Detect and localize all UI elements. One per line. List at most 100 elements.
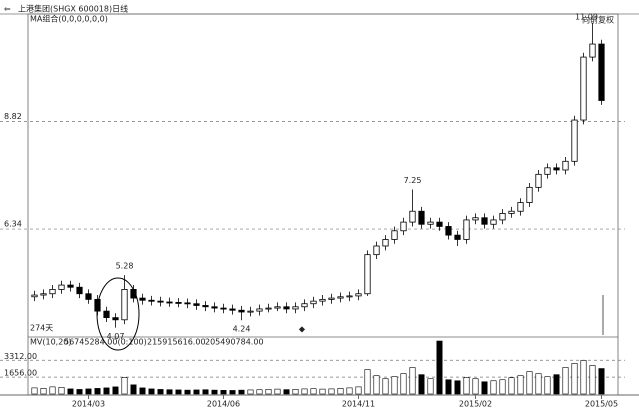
x-tick-label: 2015/05 [585, 400, 618, 409]
days-label: 274天 [30, 324, 53, 333]
candle-body [580, 56, 587, 121]
volume-bar [166, 389, 173, 395]
candle-body [310, 300, 317, 305]
candle-body [211, 306, 218, 309]
candle-body [472, 217, 479, 221]
x-tick-label: 2015/02 [459, 400, 492, 409]
candle-body [238, 309, 245, 313]
volume-bar [220, 390, 227, 395]
volume-title: MV(10,20) [30, 338, 72, 347]
volume-bar [283, 389, 290, 395]
price-annotation: 7.25 [404, 176, 422, 185]
candle-body [229, 308, 236, 311]
candle-body [193, 303, 200, 306]
volume-bar [319, 388, 326, 395]
volume-bar [247, 389, 254, 395]
candle-body [499, 213, 506, 221]
back-arrow[interactable]: ⇐ [4, 5, 11, 14]
candle-body [445, 226, 452, 236]
volume-bar [481, 381, 488, 395]
volume-bar [427, 378, 434, 395]
volume-bar [301, 388, 308, 395]
candle-body [490, 219, 497, 225]
candle-body [544, 167, 551, 175]
candle-body [166, 301, 173, 304]
chart-title: 上港集团(SHGX 600018)日线 [18, 4, 128, 14]
volume-bar [436, 340, 443, 395]
candle-body [85, 293, 92, 300]
candle-body [418, 210, 425, 225]
volume-bar [274, 388, 281, 395]
candle-body [184, 302, 191, 305]
volume-bar [409, 367, 416, 395]
candle-body [319, 298, 326, 302]
price-annotation: 4.24 [233, 325, 251, 334]
candle-body [220, 307, 227, 310]
volume-bar [76, 389, 83, 395]
candle-body [508, 210, 515, 214]
volume-bar [67, 388, 74, 395]
volume-stat: 205490784.00 [205, 338, 264, 347]
candle-body [121, 289, 128, 321]
candle-body [436, 221, 443, 227]
candle-body [202, 305, 209, 308]
candle-body [256, 308, 263, 312]
candle-body [130, 289, 137, 299]
volume-bar [265, 389, 272, 395]
candle-body [148, 299, 155, 302]
volume-bar [472, 378, 479, 395]
highlight-ellipse [96, 277, 140, 351]
volume-bar [373, 375, 380, 395]
candle-body [535, 173, 542, 188]
candle-body [40, 293, 47, 296]
volume-bar [337, 388, 344, 395]
volume-bar [580, 360, 587, 395]
candle-body [67, 284, 74, 288]
adjust-label: 向前复权 [582, 15, 614, 25]
y-tick-label: 1656.00 [4, 369, 37, 378]
volume-bar [418, 374, 425, 395]
candle-body [346, 295, 353, 298]
volume-bar [211, 389, 218, 395]
candle-body [94, 298, 101, 312]
volume-bar [139, 387, 146, 395]
volume-bar [454, 380, 461, 395]
volume-bar [112, 386, 119, 395]
price-annotation: 4.07 [107, 332, 125, 341]
candle-body [364, 254, 371, 295]
volume-bar [256, 389, 263, 395]
x-tick-label: 2014/06 [207, 400, 240, 409]
candle-body [526, 186, 533, 203]
candle-body [427, 221, 434, 225]
volume-bar [535, 373, 542, 395]
volume-bar [346, 387, 353, 395]
volume-stat: 215915616.00 [147, 338, 206, 347]
volume-bar [229, 390, 236, 395]
candle-body [247, 310, 254, 313]
volume-bar [364, 369, 371, 395]
candle-body [112, 317, 119, 321]
candle-body [103, 310, 110, 319]
candle-body [517, 202, 524, 212]
candle-body [76, 286, 83, 295]
y-tick-label: 3312.00 [4, 352, 37, 361]
volume-bar [571, 363, 578, 395]
volume-bar [445, 379, 452, 395]
y-tick-label: 6.34 [4, 220, 22, 229]
volume-bar [382, 378, 389, 395]
y-tick-label: 8.82 [4, 112, 22, 121]
volume-bar [58, 387, 65, 395]
candle-body [58, 284, 65, 290]
chart-subtitle: MA组合(0,0,0,0,0,0) [30, 14, 108, 24]
volume-bar [193, 389, 200, 395]
candle-body [373, 245, 380, 256]
candle-body [139, 297, 146, 301]
price-annotation: 5.28 [116, 262, 134, 271]
candle-body [265, 307, 272, 310]
volume-bar [40, 388, 47, 395]
candle-body [598, 43, 605, 101]
volume-bar [310, 388, 317, 395]
candle-body [400, 221, 407, 232]
volume-bar [517, 375, 524, 395]
